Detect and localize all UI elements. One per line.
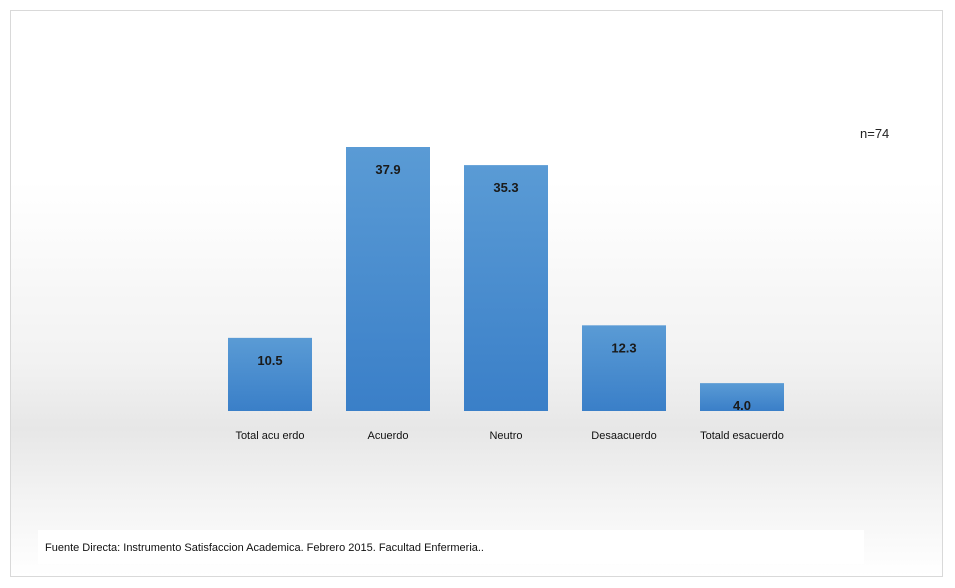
data-label-4: 12.3 xyxy=(611,340,636,355)
bars-group: 10.5 Total acu erdo 37.9 Acuerdo 35.3 Neutro 1… xyxy=(228,147,784,442)
bar-4 xyxy=(582,325,666,411)
data-label-2: 37.9 xyxy=(375,162,400,177)
category-label-3: Neutro xyxy=(489,430,522,442)
category-label-1: Total acu erdo xyxy=(235,430,304,442)
data-label-1: 10.5 xyxy=(257,353,282,368)
bar-5 xyxy=(700,383,784,411)
data-label-5: 4.0 xyxy=(733,398,751,413)
sample-size-box xyxy=(842,116,930,168)
category-label-5: Totald esacuerdo xyxy=(700,430,784,442)
category-label-2: Acuerdo xyxy=(368,430,409,442)
source-note: Fuente Directa: Instrumento Satisfaccion… xyxy=(45,542,484,554)
sample-size-label: n=74 xyxy=(860,126,890,141)
bar-2 xyxy=(346,147,430,411)
data-label-3: 35.3 xyxy=(493,180,518,195)
bar-1 xyxy=(228,337,312,411)
category-label-4: Desaacuerdo xyxy=(591,430,656,442)
source-box xyxy=(38,530,864,564)
bar-3 xyxy=(464,165,548,411)
